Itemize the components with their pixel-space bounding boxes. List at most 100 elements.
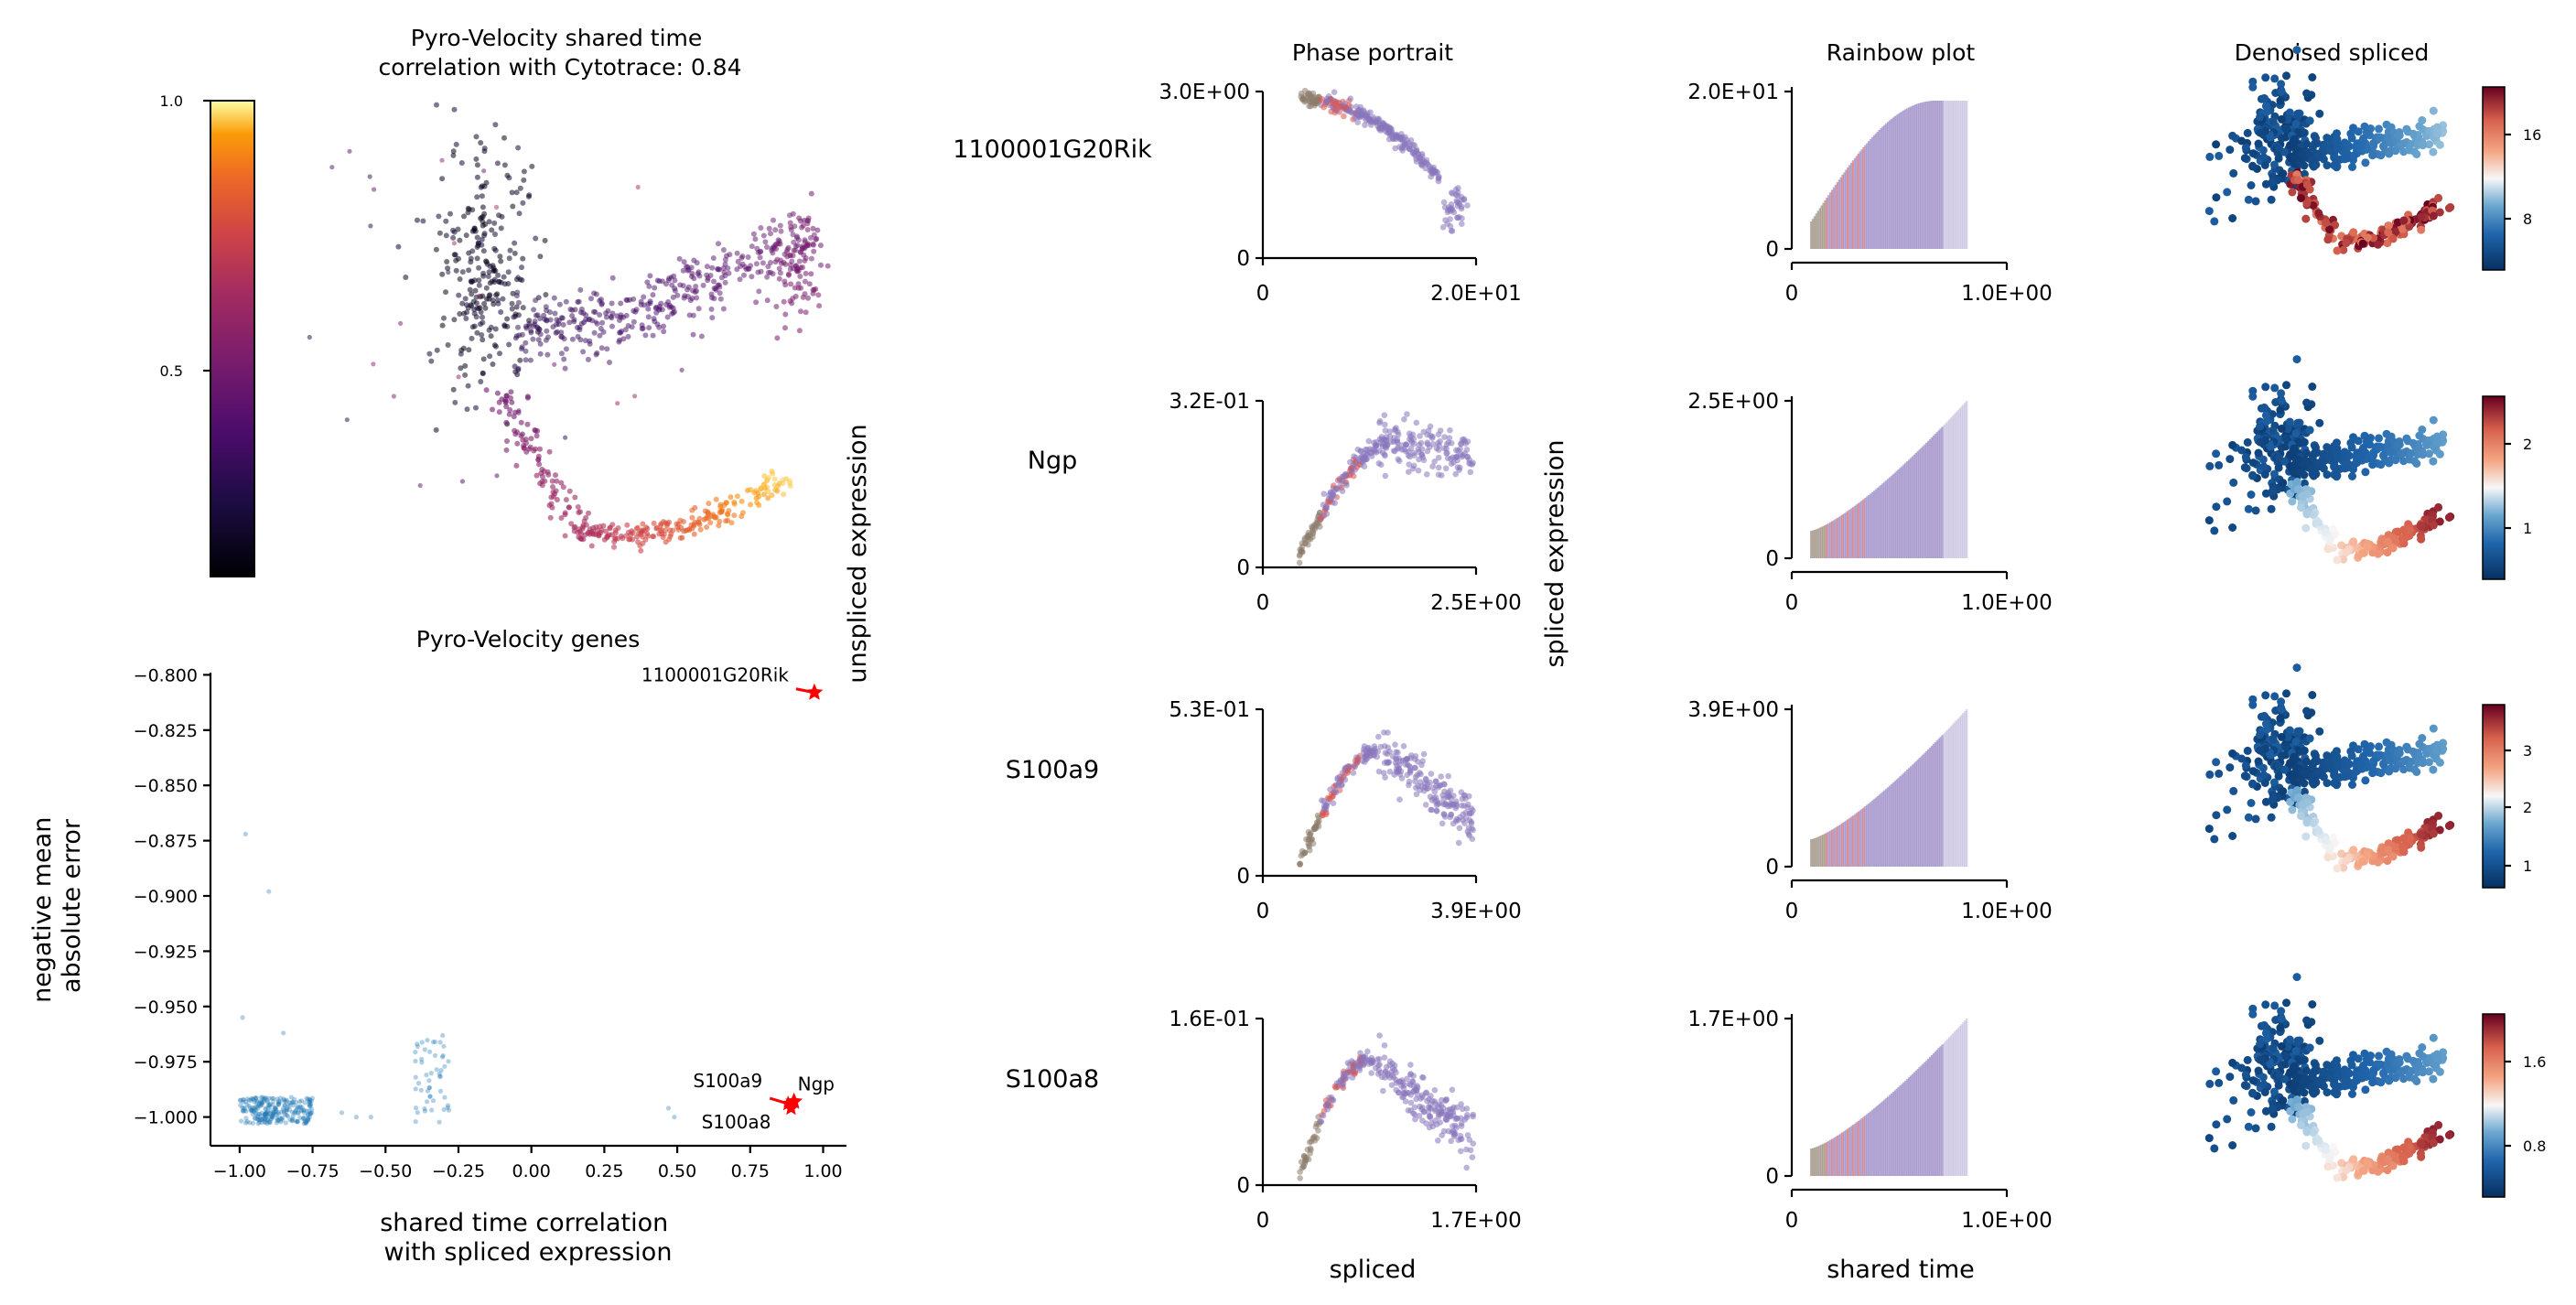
denoised-cell	[2267, 1122, 2276, 1131]
denoised-spliced: 321	[2204, 663, 2532, 889]
phase-ymax-label: 1.6E-01	[1169, 1008, 1250, 1031]
umap-cell	[618, 329, 624, 336]
denoised-cell	[2254, 139, 2263, 148]
denoised-cell	[2376, 750, 2385, 760]
umap-cell	[646, 283, 652, 289]
umap-cell	[453, 257, 459, 264]
umap-cell	[583, 312, 589, 318]
rainbow-bar	[1827, 195, 1830, 249]
phase-cell	[1381, 412, 1388, 419]
umap-cell	[684, 264, 691, 270]
rainbow-bar	[1902, 110, 1905, 249]
volcano-gene-point	[419, 1060, 425, 1065]
colorbar-tick-label: 16	[2523, 126, 2541, 144]
umap-cell	[547, 514, 554, 521]
volcano-gene-point	[262, 1119, 267, 1125]
volcano-ytick-label: −0.900	[134, 887, 198, 907]
phase-cell	[1362, 456, 1369, 463]
phase-cell	[1444, 455, 1451, 462]
phase-cell	[1396, 796, 1403, 803]
volcano-gene-point	[339, 1110, 345, 1116]
umap-cell	[676, 255, 683, 262]
umap-cell	[691, 275, 697, 282]
rainbow-bar	[1811, 530, 1815, 558]
rainbow-bar	[1904, 462, 1907, 558]
umap-cell	[535, 453, 542, 459]
denoised-cell	[2256, 1040, 2265, 1049]
volcano-gene-point	[306, 1113, 311, 1118]
phase-cell	[1314, 812, 1321, 819]
denoised-cell	[2292, 46, 2301, 55]
denoised-cell	[2261, 691, 2270, 700]
gene-annotation: S100a8	[702, 1111, 771, 1133]
rainbow-bar	[1924, 444, 1926, 558]
umap-cell	[580, 349, 587, 355]
umap-cell	[804, 227, 811, 232]
volcano-gene-point	[290, 1114, 296, 1119]
umap-cell	[439, 176, 446, 182]
umap-cell	[458, 351, 464, 357]
phase-cell	[1435, 1113, 1442, 1120]
volcano-gene-point	[264, 1099, 271, 1105]
umap-cell	[457, 311, 463, 317]
umap-cell	[704, 524, 710, 530]
umap-cell	[749, 274, 755, 280]
denoised-cell	[2323, 853, 2333, 862]
denoised-cell	[2283, 115, 2292, 124]
denoised-cell	[2379, 451, 2387, 460]
volcano-gene-point	[303, 1119, 308, 1125]
rainbow-bar	[1862, 499, 1865, 558]
umap-cell	[760, 232, 767, 239]
umap-cell	[723, 500, 729, 506]
denoised-cell	[2256, 1055, 2265, 1064]
umap-cell	[420, 218, 426, 224]
umap-cell	[524, 394, 531, 401]
phase-cell	[1467, 811, 1473, 817]
denoised-cell	[2261, 179, 2270, 189]
rainbow-bar	[1849, 162, 1853, 249]
umap-cell	[479, 236, 485, 243]
phase-cell	[1442, 1097, 1449, 1105]
volcano-gene-point	[247, 1105, 253, 1111]
volcano-gene-point	[253, 1116, 258, 1121]
phase-cell	[1402, 1090, 1409, 1097]
phase-cell	[1450, 801, 1457, 808]
umap-cell	[646, 325, 652, 331]
denoised-cell	[2277, 732, 2286, 741]
volcano-ytick-label: −0.800	[134, 665, 198, 685]
denoised-cell	[2333, 145, 2342, 153]
umap-cell	[791, 239, 797, 245]
denoised-spliced: 21	[2204, 355, 2532, 580]
volcano-points	[238, 831, 677, 1127]
phase-cell	[1454, 199, 1460, 206]
rainbow-bar	[1918, 102, 1921, 249]
umap-cell	[615, 535, 621, 542]
umap-cell	[508, 389, 514, 395]
umap-cell	[552, 310, 558, 317]
volcano-gene-point	[266, 1104, 273, 1109]
umap-cell	[527, 444, 534, 450]
phase-y0-label: 0	[1236, 556, 1250, 580]
phase-cell	[1422, 775, 1429, 782]
umap-cell	[576, 526, 582, 533]
denoised-cell	[2323, 751, 2332, 760]
phase-cell	[1296, 559, 1303, 566]
volcano-gene-point	[419, 1056, 425, 1062]
volcano-gene-point	[307, 1103, 313, 1108]
umap-cell	[521, 177, 527, 183]
volcano-gene-point	[253, 1106, 258, 1112]
phase-cell	[1453, 447, 1460, 454]
denoised-cell	[2261, 1000, 2270, 1009]
volcano-gene-point	[413, 1058, 418, 1064]
phase-cell	[1432, 167, 1439, 175]
volcano-ylabel-line2: absolute error	[58, 818, 86, 993]
denoised-cell	[2259, 1080, 2269, 1089]
volcano-gene-point	[434, 1067, 439, 1073]
phase-cell	[1466, 793, 1472, 800]
umap-cell	[780, 480, 786, 487]
volcano-gene-point	[289, 1118, 295, 1124]
umap-cell	[544, 469, 551, 475]
rainbow-bar	[1966, 401, 1968, 558]
volcano-gene-point	[284, 1109, 289, 1115]
rainbow-bar	[1935, 432, 1938, 558]
